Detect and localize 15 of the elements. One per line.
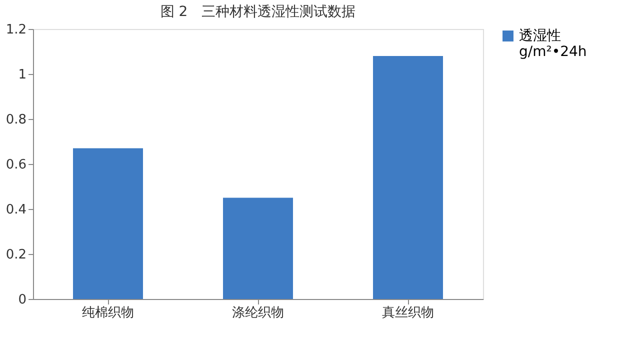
- y-tick-label: 1: [18, 68, 26, 82]
- x-tick-label: 涤纶织物: [232, 306, 284, 320]
- y-tick-label: 0: [18, 292, 26, 308]
- y-tick-label: 0.6: [6, 158, 26, 172]
- x-tick-label: 真丝织物: [382, 306, 434, 320]
- y-tick-label: 1.2: [6, 22, 26, 38]
- bar: [373, 56, 443, 299]
- chart-title: 图 2 三种材料透湿性测试数据: [160, 4, 356, 20]
- y-tick-label: 0.4: [6, 202, 26, 218]
- bar: [73, 148, 143, 299]
- bar: [223, 198, 293, 299]
- legend-label: 透湿性 g/m²•24h: [519, 28, 587, 60]
- y-tick-label: 0.8: [6, 112, 26, 128]
- y-tick-label: 0.2: [6, 248, 26, 262]
- x-tick-label: 纯棉织物: [82, 306, 134, 320]
